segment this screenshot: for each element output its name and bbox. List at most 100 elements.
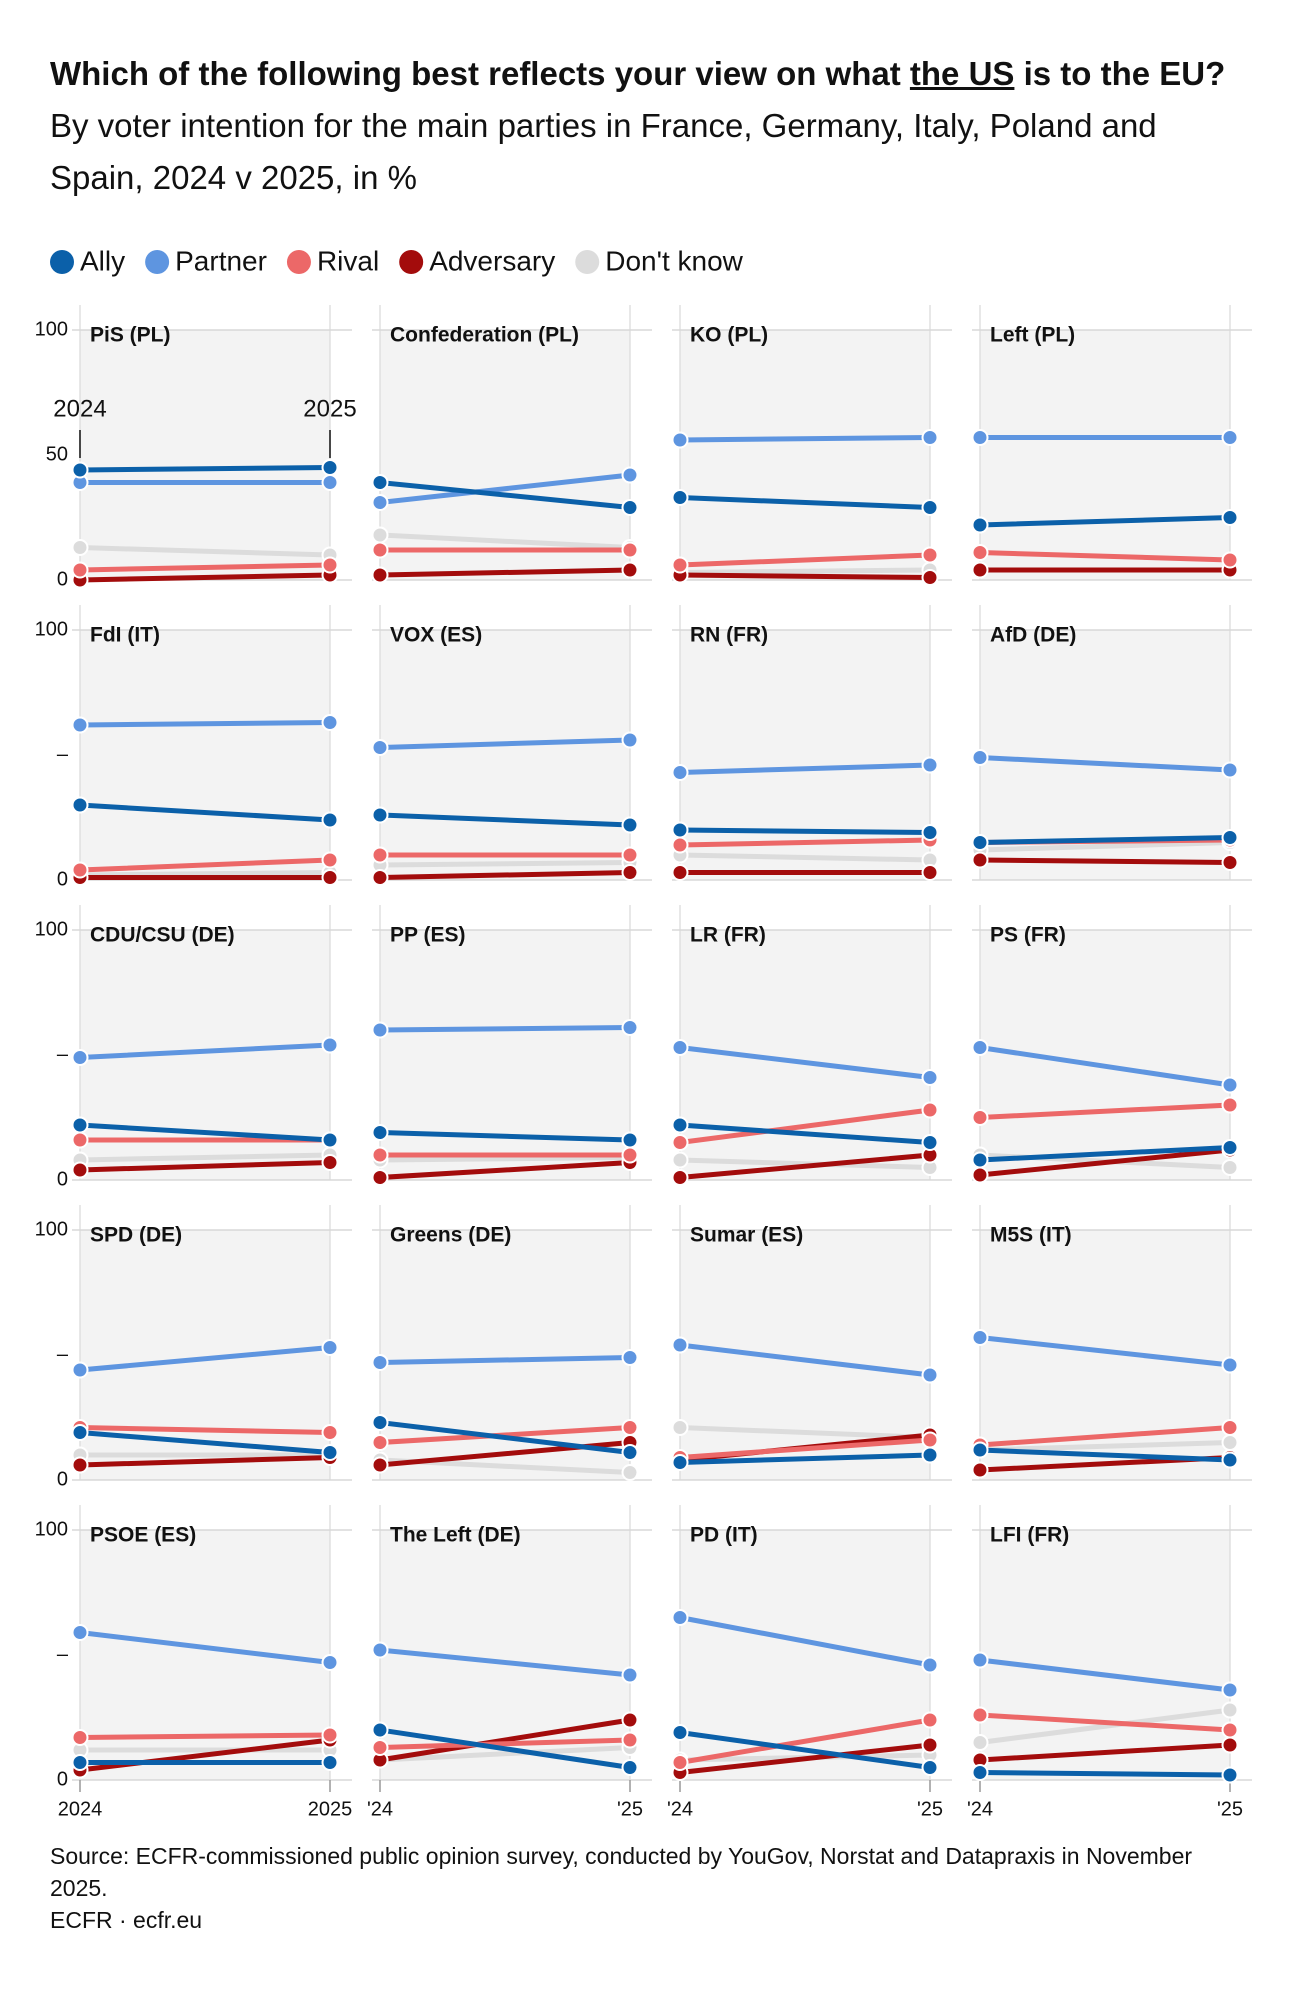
series-point xyxy=(1221,551,1239,569)
legend-marker xyxy=(575,250,600,274)
panel-title: PS (FR) xyxy=(990,924,1066,947)
series-line xyxy=(677,1452,933,1465)
series-line xyxy=(977,1045,1233,1088)
series-line xyxy=(77,870,333,878)
series-line xyxy=(77,562,333,573)
series-line xyxy=(377,1717,633,1763)
series-point xyxy=(971,1441,989,1459)
series-point xyxy=(321,1154,339,1171)
series-line xyxy=(377,1160,633,1180)
series-line xyxy=(677,435,933,443)
series-line xyxy=(677,1437,933,1460)
series-point xyxy=(671,1116,689,1134)
x-tick-label: '25 xyxy=(917,1798,943,1820)
panel-title: PiS (PL) xyxy=(90,324,171,347)
series-line xyxy=(977,1102,1233,1120)
panel-title: PP (ES) xyxy=(390,924,465,947)
series-point xyxy=(921,1069,939,1086)
legend-label: Partner xyxy=(175,245,267,276)
y-tick-label: 100 xyxy=(35,918,68,940)
series-point xyxy=(371,494,389,511)
series-line xyxy=(677,837,933,848)
series-line xyxy=(377,1727,633,1770)
legend-label: Ally xyxy=(80,245,125,276)
series-point xyxy=(371,1721,389,1739)
series-point xyxy=(671,1454,689,1471)
series-point xyxy=(371,1354,389,1371)
panel-title: SPD (DE) xyxy=(90,1224,182,1247)
series-line xyxy=(677,495,933,510)
panel-title: M5S (IT) xyxy=(990,1224,1072,1247)
y-tick-label: 100 xyxy=(35,1218,68,1240)
panel-title: CDU/CSU (DE) xyxy=(90,924,235,947)
subtitle: By voter intention for the main parties … xyxy=(50,107,1157,196)
series-point xyxy=(971,1651,989,1669)
series-point xyxy=(71,461,89,479)
series-line xyxy=(677,1122,933,1145)
panel-title: Left (PL) xyxy=(990,324,1075,347)
series-point xyxy=(71,1754,89,1771)
series-point xyxy=(371,566,389,584)
y-tick-label: 0 xyxy=(57,1168,68,1190)
series-point xyxy=(71,1424,89,1441)
series-line xyxy=(77,720,333,728)
series-line xyxy=(677,567,933,575)
series-point xyxy=(971,1166,989,1184)
series-point xyxy=(321,811,339,829)
series-point xyxy=(371,806,389,824)
series-point xyxy=(321,556,339,574)
legend-label: Rival xyxy=(317,245,379,276)
series-point xyxy=(1221,1096,1239,1114)
x-annotation: 2024 xyxy=(53,395,106,422)
series-point xyxy=(1221,1721,1239,1739)
series-point xyxy=(71,796,89,814)
x-tick-label: '25 xyxy=(1217,1798,1243,1820)
series-line xyxy=(977,515,1233,528)
series-point xyxy=(321,1654,339,1671)
series-point xyxy=(71,1131,89,1149)
series-point xyxy=(621,1731,639,1749)
x-tick-label: '24 xyxy=(667,1798,693,1820)
series-point xyxy=(371,474,389,491)
y-tick-label: 100 xyxy=(35,318,68,340)
series-point xyxy=(1221,1736,1239,1754)
series-point xyxy=(921,569,939,586)
y-tick-label: 0 xyxy=(57,1468,68,1490)
series-point xyxy=(671,1336,689,1354)
panel-title: RN (FR) xyxy=(690,624,768,647)
series-point xyxy=(671,1419,689,1436)
series-point xyxy=(921,1711,939,1729)
series-point xyxy=(1221,1419,1239,1436)
y-tick-label: 0 xyxy=(57,1768,68,1790)
series-line xyxy=(977,835,1233,845)
source: Source: ECFR-commissioned public opinion… xyxy=(50,1843,1193,1901)
series-point xyxy=(971,1706,989,1724)
panel-title: Confederation (PL) xyxy=(390,324,579,347)
panel-background xyxy=(980,330,1230,580)
series-line xyxy=(77,1455,333,1468)
series-point xyxy=(1221,1434,1239,1451)
series-line xyxy=(977,1742,1233,1763)
series-point xyxy=(921,1759,939,1776)
series-line xyxy=(377,870,633,880)
series-point xyxy=(921,429,939,446)
credit: ECFR · ecfr.eu xyxy=(50,1907,203,1933)
series-line xyxy=(77,1152,333,1163)
series-line xyxy=(677,572,933,580)
series-point xyxy=(371,541,389,559)
legend-marker xyxy=(399,250,424,274)
series-line xyxy=(77,857,333,873)
series-point xyxy=(671,821,689,839)
series-line xyxy=(677,762,933,775)
series-point xyxy=(1221,509,1239,526)
panel-title: PSOE (ES) xyxy=(90,1524,196,1547)
series-point xyxy=(671,1134,689,1151)
y-tick-label: 100 xyxy=(35,1518,68,1540)
series-point xyxy=(71,861,89,879)
series-point xyxy=(921,1446,939,1464)
series-point xyxy=(321,1726,339,1744)
series-point xyxy=(621,1349,639,1366)
series-point xyxy=(671,836,689,854)
series-line xyxy=(377,1025,633,1033)
